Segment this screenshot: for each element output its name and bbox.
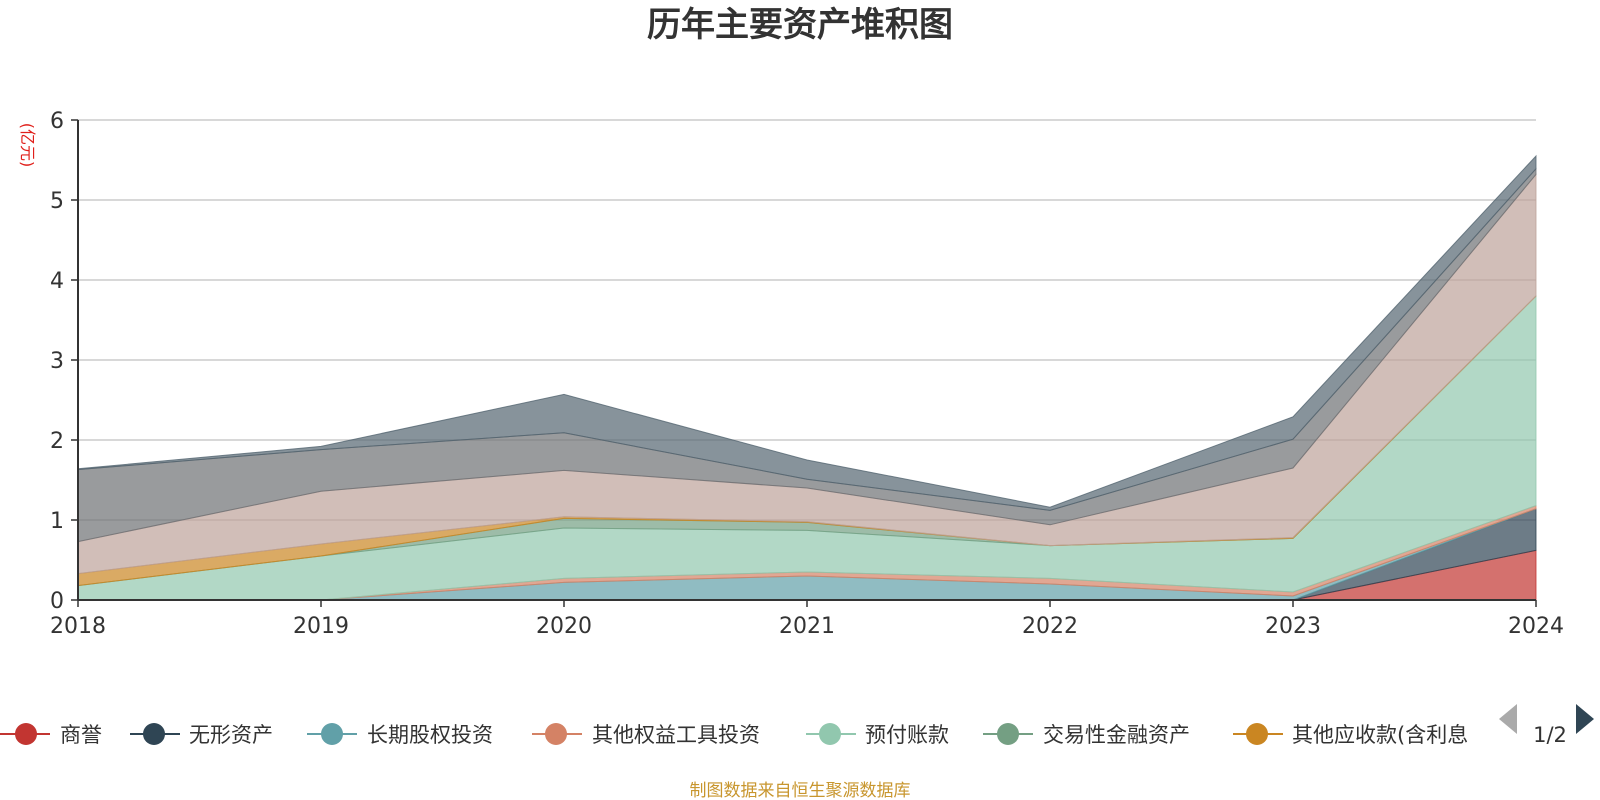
source-note: 制图数据来自恒生聚源数据库 [690, 781, 911, 800]
y-tick-label: 1 [50, 509, 64, 534]
legend-marker [15, 723, 37, 745]
legend-label: 交易性金融资产 [1043, 723, 1190, 747]
legend-item[interactable]: 其他应收款(含利息 [1233, 723, 1468, 747]
area-series8 [77, 173, 1537, 575]
area-series10 [77, 154, 1537, 511]
x-tick-label: 2022 [1022, 614, 1078, 639]
legend-marker [545, 723, 567, 745]
legend-next-icon[interactable] [1576, 704, 1594, 734]
legend-item[interactable]: 预付账款 [806, 723, 949, 747]
legend-pager: 1/2 [1499, 704, 1594, 747]
legend-prev-icon[interactable] [1499, 704, 1517, 734]
legend-item[interactable]: 其他权益工具投资 [532, 723, 760, 747]
y-tick-label: 0 [50, 589, 64, 614]
legend-marker [819, 723, 841, 745]
legend-item[interactable]: 交易性金融资产 [983, 723, 1190, 747]
legend-marker [1246, 723, 1268, 745]
x-tick-label: 2024 [1508, 614, 1564, 639]
y-tick-label: 6 [50, 109, 64, 134]
chart-title: 历年主要资产堆积图 [647, 5, 953, 45]
legend-label: 其他应收款(含利息 [1292, 723, 1468, 747]
x-tick-label: 2020 [536, 614, 592, 639]
area-series [77, 154, 1537, 601]
legend-marker [321, 723, 343, 745]
axes: 0 1 2 3 4 5 6 2018 2019 2020 2021 2022 2023 2024 [50, 109, 1564, 639]
legend: 商誉 无形资产 长期股权投资 其他权益工具投资 预付账款 交易性金融资产 其他应收款(含利息 [0, 723, 1468, 747]
x-tick-label: 2023 [1265, 614, 1321, 639]
legend-item[interactable]: 长期股权投资 [307, 723, 493, 747]
legend-marker [143, 723, 165, 745]
legend-marker [997, 723, 1019, 745]
y-tick-label: 5 [50, 189, 64, 214]
legend-label: 商誉 [60, 723, 102, 747]
y-tick-label: 4 [50, 269, 64, 294]
legend-page-indicator: 1/2 [1533, 723, 1567, 747]
legend-label: 预付账款 [865, 723, 949, 747]
legend-label: 长期股权投资 [367, 723, 493, 747]
legend-label: 其他权益工具投资 [592, 723, 760, 747]
legend-item[interactable]: 商誉 [0, 723, 102, 747]
x-tick-label: 2021 [779, 614, 835, 639]
legend-label: 无形资产 [189, 723, 273, 747]
y-axis-unit: (亿元) [18, 123, 37, 168]
y-tick-label: 2 [50, 429, 64, 454]
legend-item[interactable]: 无形资产 [130, 723, 273, 747]
x-tick-label: 2018 [50, 614, 106, 639]
x-tick-label: 2019 [293, 614, 349, 639]
y-tick-label: 3 [50, 349, 64, 374]
